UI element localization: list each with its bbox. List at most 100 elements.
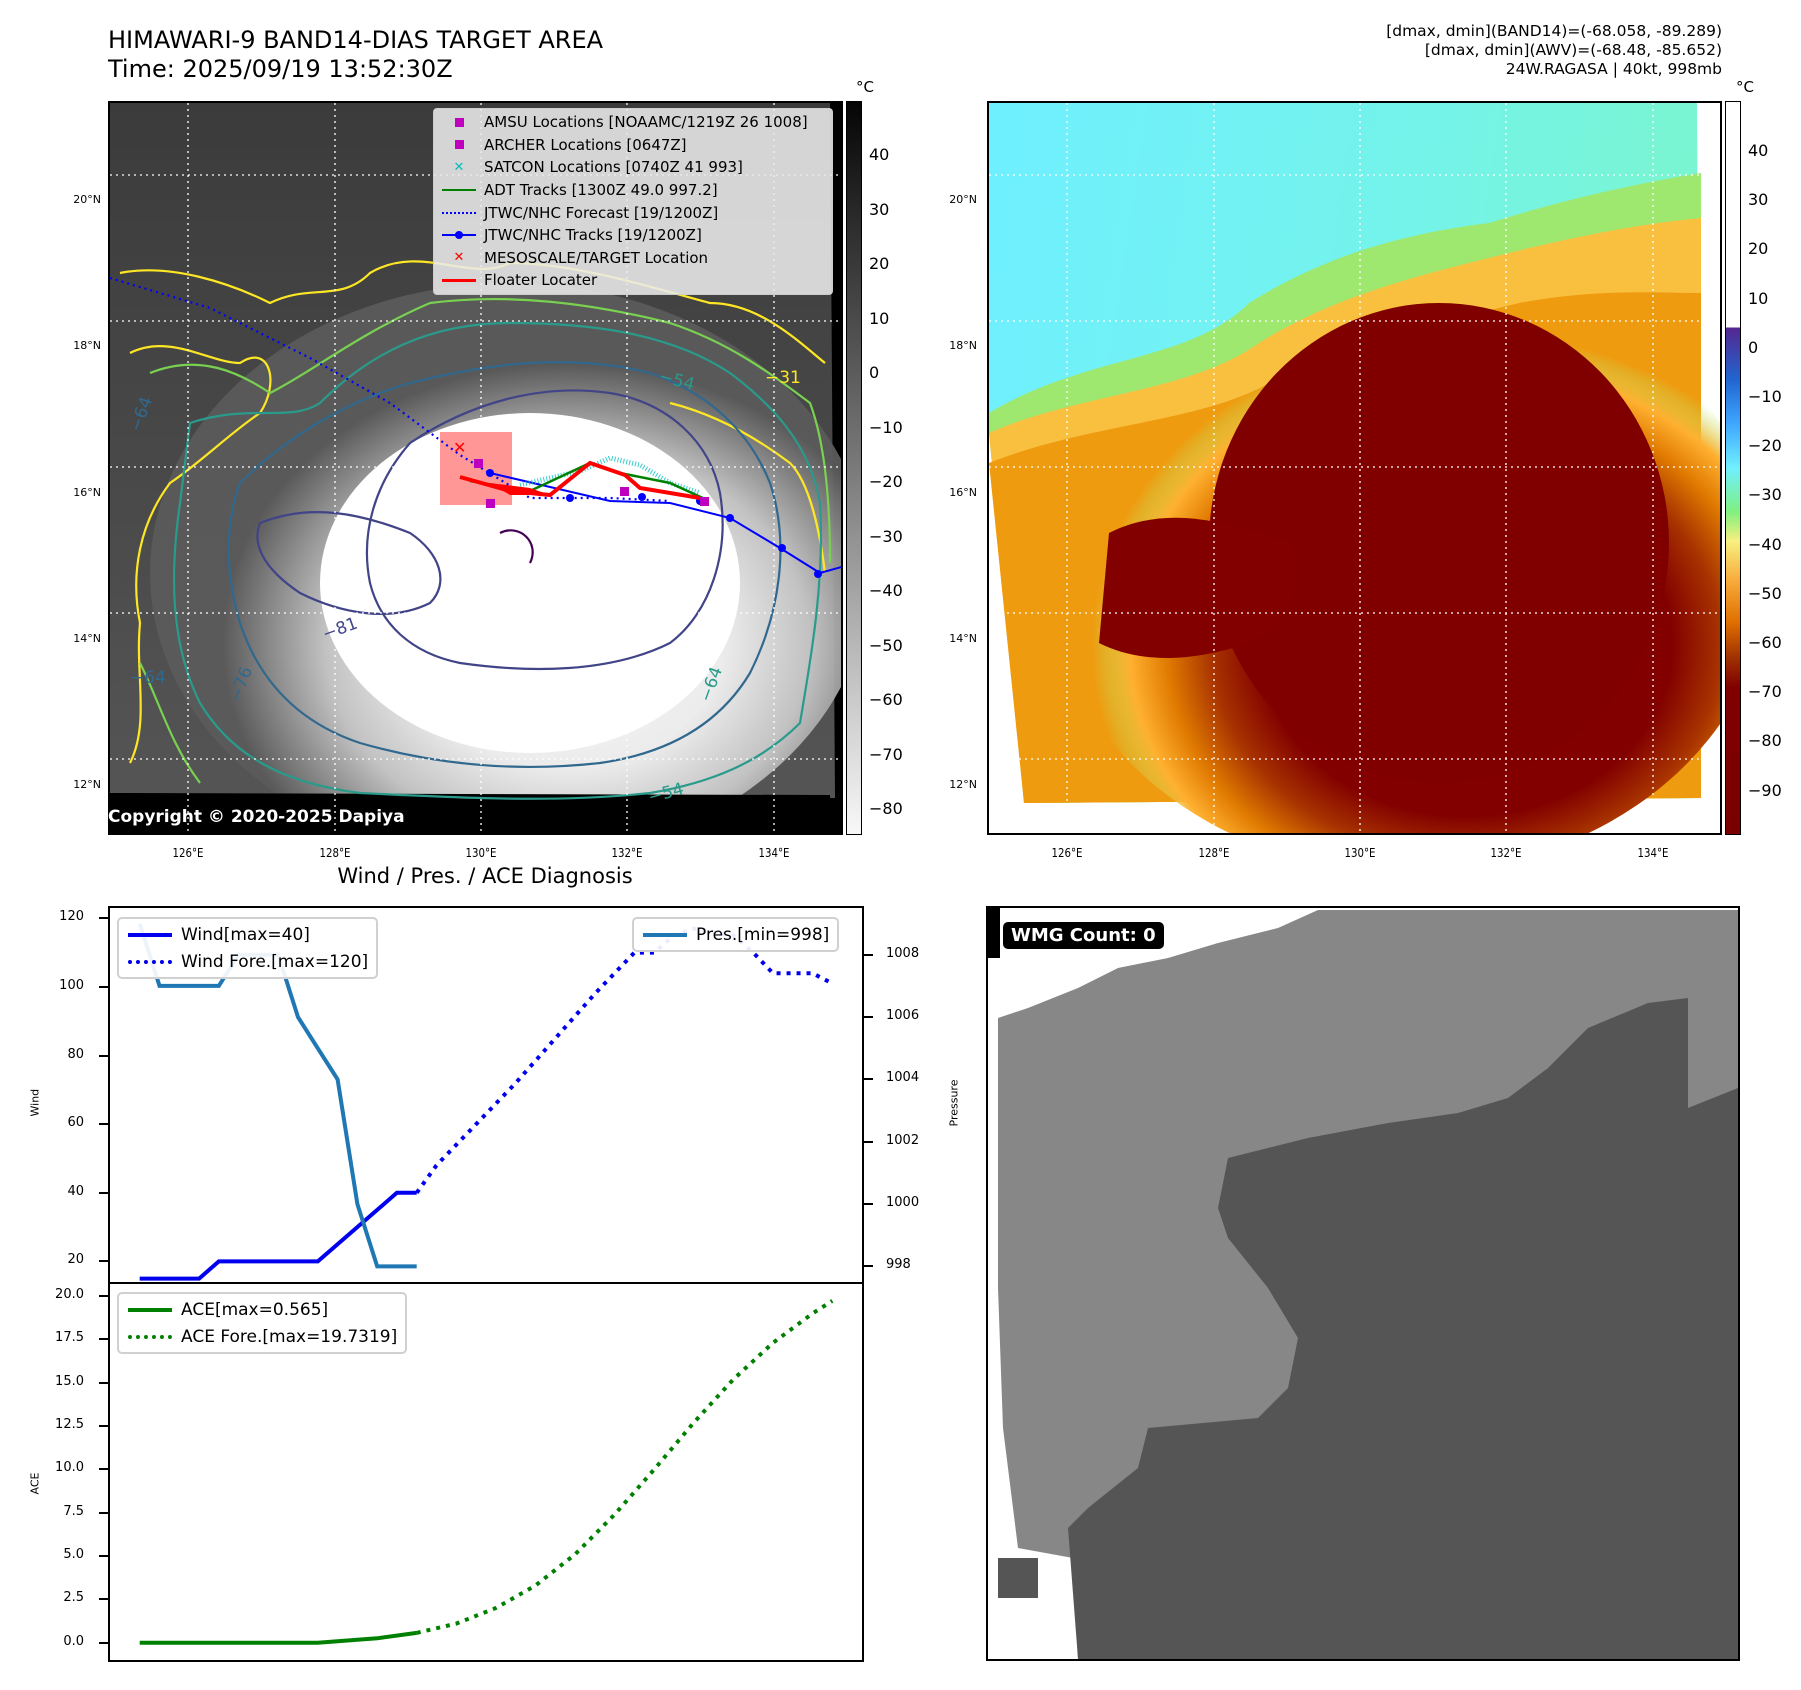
diagnosis-title: Wind / Pres. / ACE Diagnosis xyxy=(337,864,633,888)
y-tick-mark xyxy=(99,1191,108,1194)
colorbar-unit: °C xyxy=(1736,78,1754,96)
y-tick-label-right: 1004 xyxy=(886,1070,920,1086)
solid-line-icon xyxy=(643,932,687,937)
colorbar-tick: 20 xyxy=(1748,239,1769,259)
y-tick-label: 5.0 xyxy=(63,1547,84,1563)
colorbar-tick: −20 xyxy=(1748,436,1782,456)
lat-tick: 16°N xyxy=(949,486,977,499)
colorbar-tick: 10 xyxy=(869,308,890,328)
colorbar-tick: −50 xyxy=(1748,583,1782,603)
colorbar-tick: 30 xyxy=(869,199,890,219)
title-line-1: HIMAWARI-9 BAND14-DIAS TARGET AREA xyxy=(108,26,604,54)
y-tick-label: 2.5 xyxy=(63,1590,84,1606)
wmg-panel xyxy=(986,906,1740,1661)
legend-item: Pres.[min=998] xyxy=(634,921,829,948)
line-icon xyxy=(442,278,476,282)
y-tick-label: 10.0 xyxy=(55,1460,84,1476)
awv-range: [dmax, dmin](AWV)=(-68.48, -85.652) xyxy=(1424,41,1722,59)
ace-chart xyxy=(108,1282,864,1662)
colorbar-tick: −40 xyxy=(1748,534,1782,554)
y-tick-mark xyxy=(99,1295,108,1298)
lon-tick: 132°E xyxy=(1490,846,1522,860)
colorbar-tick: −30 xyxy=(869,526,903,546)
y-tick-label: 20 xyxy=(67,1252,84,1268)
colorbar-unit: °C xyxy=(856,78,874,96)
colorbar-tick: −20 xyxy=(869,472,903,491)
y-tick-mark xyxy=(99,1425,108,1428)
y-tick-mark xyxy=(99,1123,108,1126)
dotted-line-icon xyxy=(128,1334,172,1339)
colorbar-tick: 40 xyxy=(1748,141,1769,160)
colorbar-tick: −30 xyxy=(1748,485,1782,505)
contour-54 xyxy=(172,321,823,800)
wmg-region-dark xyxy=(1068,998,1738,1659)
colorbar-tick: −70 xyxy=(869,744,903,764)
colorbar-tick: −60 xyxy=(1748,633,1782,652)
colorbar-tick: −70 xyxy=(1748,682,1782,702)
awv-colorbar xyxy=(1725,101,1741,835)
dotted-line-icon xyxy=(128,959,172,964)
y-tick-mark-right xyxy=(864,1140,873,1143)
wind-legend: Wind[max=40] Wind Fore.[max=120] xyxy=(117,917,379,979)
lon-tick: 134°E xyxy=(1637,846,1669,860)
colorbar-tick: 0 xyxy=(1748,337,1759,357)
colorbar-tick: −80 xyxy=(869,799,903,818)
legend-item: ADT Tracks [1300Z 49.0 997.2] xyxy=(434,179,832,202)
map-gridlines xyxy=(989,103,1720,833)
contour-76 xyxy=(365,389,724,671)
copyright-notice: Copyright © 2020-2025 Dapiya xyxy=(108,807,405,827)
y-tick-mark xyxy=(99,1338,108,1341)
colorbar-tick: −10 xyxy=(869,417,903,437)
y-tick-mark xyxy=(99,1381,108,1384)
line-icon xyxy=(442,189,476,192)
y-tick-label: 12.5 xyxy=(55,1417,84,1433)
lat-tick: 14°N xyxy=(73,632,101,645)
legend-item: Wind[max=40] xyxy=(119,921,368,948)
lon-tick: 128°E xyxy=(1198,846,1230,860)
colorbar-tick: −60 xyxy=(869,690,903,709)
colorbar-tick: 20 xyxy=(869,254,890,273)
y-tick-label-right: 1002 xyxy=(886,1132,920,1148)
series-line-1 xyxy=(415,926,834,1194)
lon-tick: 128°E xyxy=(319,846,351,860)
solid-line-icon xyxy=(128,1307,172,1312)
legend-item: JTWC/NHC Tracks [19/1200Z] xyxy=(434,224,832,247)
lat-tick: 12°N xyxy=(949,778,977,791)
y-tick-label: 80 xyxy=(67,1046,84,1062)
figure-title: HIMAWARI-9 BAND14-DIAS TARGET AREA Time:… xyxy=(108,26,603,84)
solid-line-icon xyxy=(128,932,172,937)
colorbar-tick: −90 xyxy=(1748,780,1782,800)
legend-item: AMSU Locations [NOAAMC/1219Z 26 1008] xyxy=(434,111,832,134)
y-tick-mark-right xyxy=(864,1265,873,1268)
y-tick-mark-right xyxy=(864,1078,873,1081)
storm-summary: 24W.RAGASA | 40kt, 998mb xyxy=(1505,60,1722,78)
x-marker-icon: ✕ xyxy=(453,250,465,266)
y-tick-mark xyxy=(99,1468,108,1471)
lat-tick: 20°N xyxy=(73,193,101,206)
y-tick-mark xyxy=(99,1511,108,1514)
lon-tick: 126°E xyxy=(1051,846,1083,860)
lon-tick: 130°E xyxy=(1344,846,1376,860)
ace-plot xyxy=(139,1299,834,1645)
contour-64 xyxy=(227,361,782,769)
y-tick-label-right: 1006 xyxy=(886,1008,920,1024)
y-tick-label-right: 998 xyxy=(886,1257,911,1273)
lat-tick: 20°N xyxy=(949,193,977,206)
ace-series-line-0 xyxy=(139,1630,417,1645)
y-tick-label-right: 1008 xyxy=(886,945,920,961)
floater-box xyxy=(440,432,512,505)
legend-item: ACE[max=0.565] xyxy=(119,1296,397,1323)
amsu-archer-markers xyxy=(474,459,709,508)
wmg-grid xyxy=(988,908,1738,1659)
lon-tick: 130°E xyxy=(465,846,497,860)
wind-axis-label: Wind xyxy=(28,1088,42,1117)
colorbar-tick: 30 xyxy=(1748,190,1769,210)
legend-item: Floater Locater xyxy=(434,269,832,292)
y-tick-mark-right xyxy=(864,953,873,956)
y-tick-label: 15.0 xyxy=(55,1373,84,1389)
series-line-0 xyxy=(139,1190,417,1281)
awv-map-canvas xyxy=(989,103,1720,833)
pressure-legend: Pres.[min=998] xyxy=(632,917,840,952)
legend-item: JTWC/NHC Forecast [19/1200Z] xyxy=(434,201,832,224)
awv-color-map xyxy=(987,101,1722,835)
